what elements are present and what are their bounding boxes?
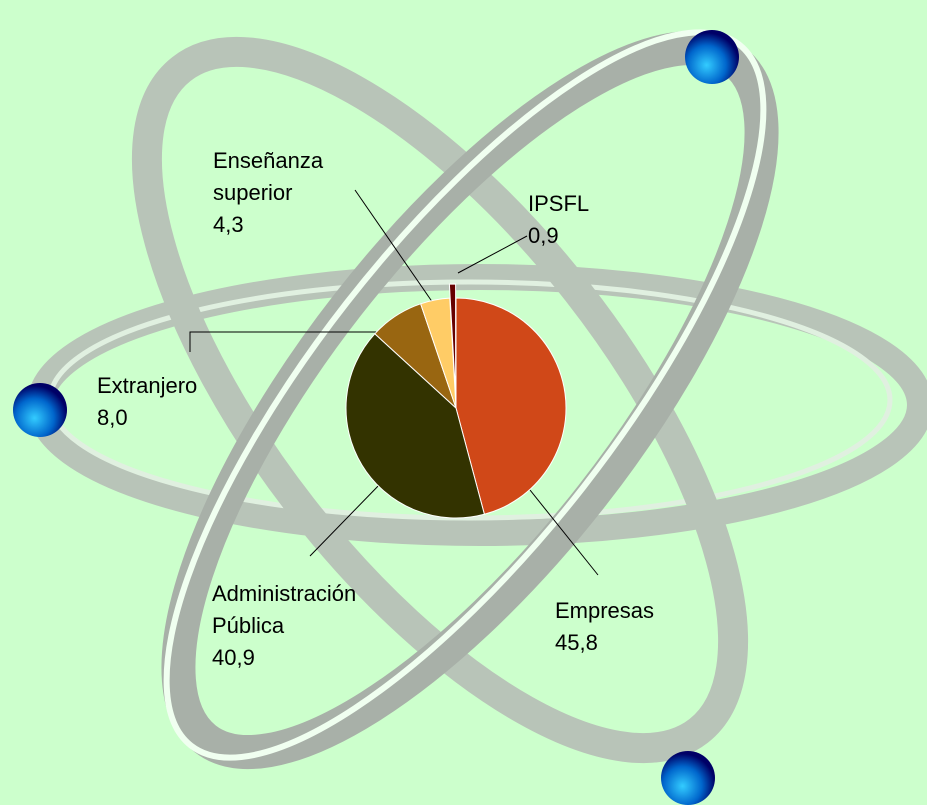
value-label: 4,3 [213,209,363,241]
electron [13,383,67,437]
value-label: 40,9 [212,642,402,674]
value-label: 45,8 [555,627,654,659]
category-label: Administración Pública [212,578,402,642]
value-label: 0,9 [528,220,589,252]
category-label: Extranjero [97,370,197,402]
category-label: Empresas [555,595,654,627]
electron [661,751,715,805]
value-label: 8,0 [97,402,197,434]
chart: Empresas45,8 Administración Pública40,9 … [0,0,927,805]
category-label: IPSFL [528,188,589,220]
category-label: Enseñanza superior [213,145,363,209]
electron [685,30,739,84]
